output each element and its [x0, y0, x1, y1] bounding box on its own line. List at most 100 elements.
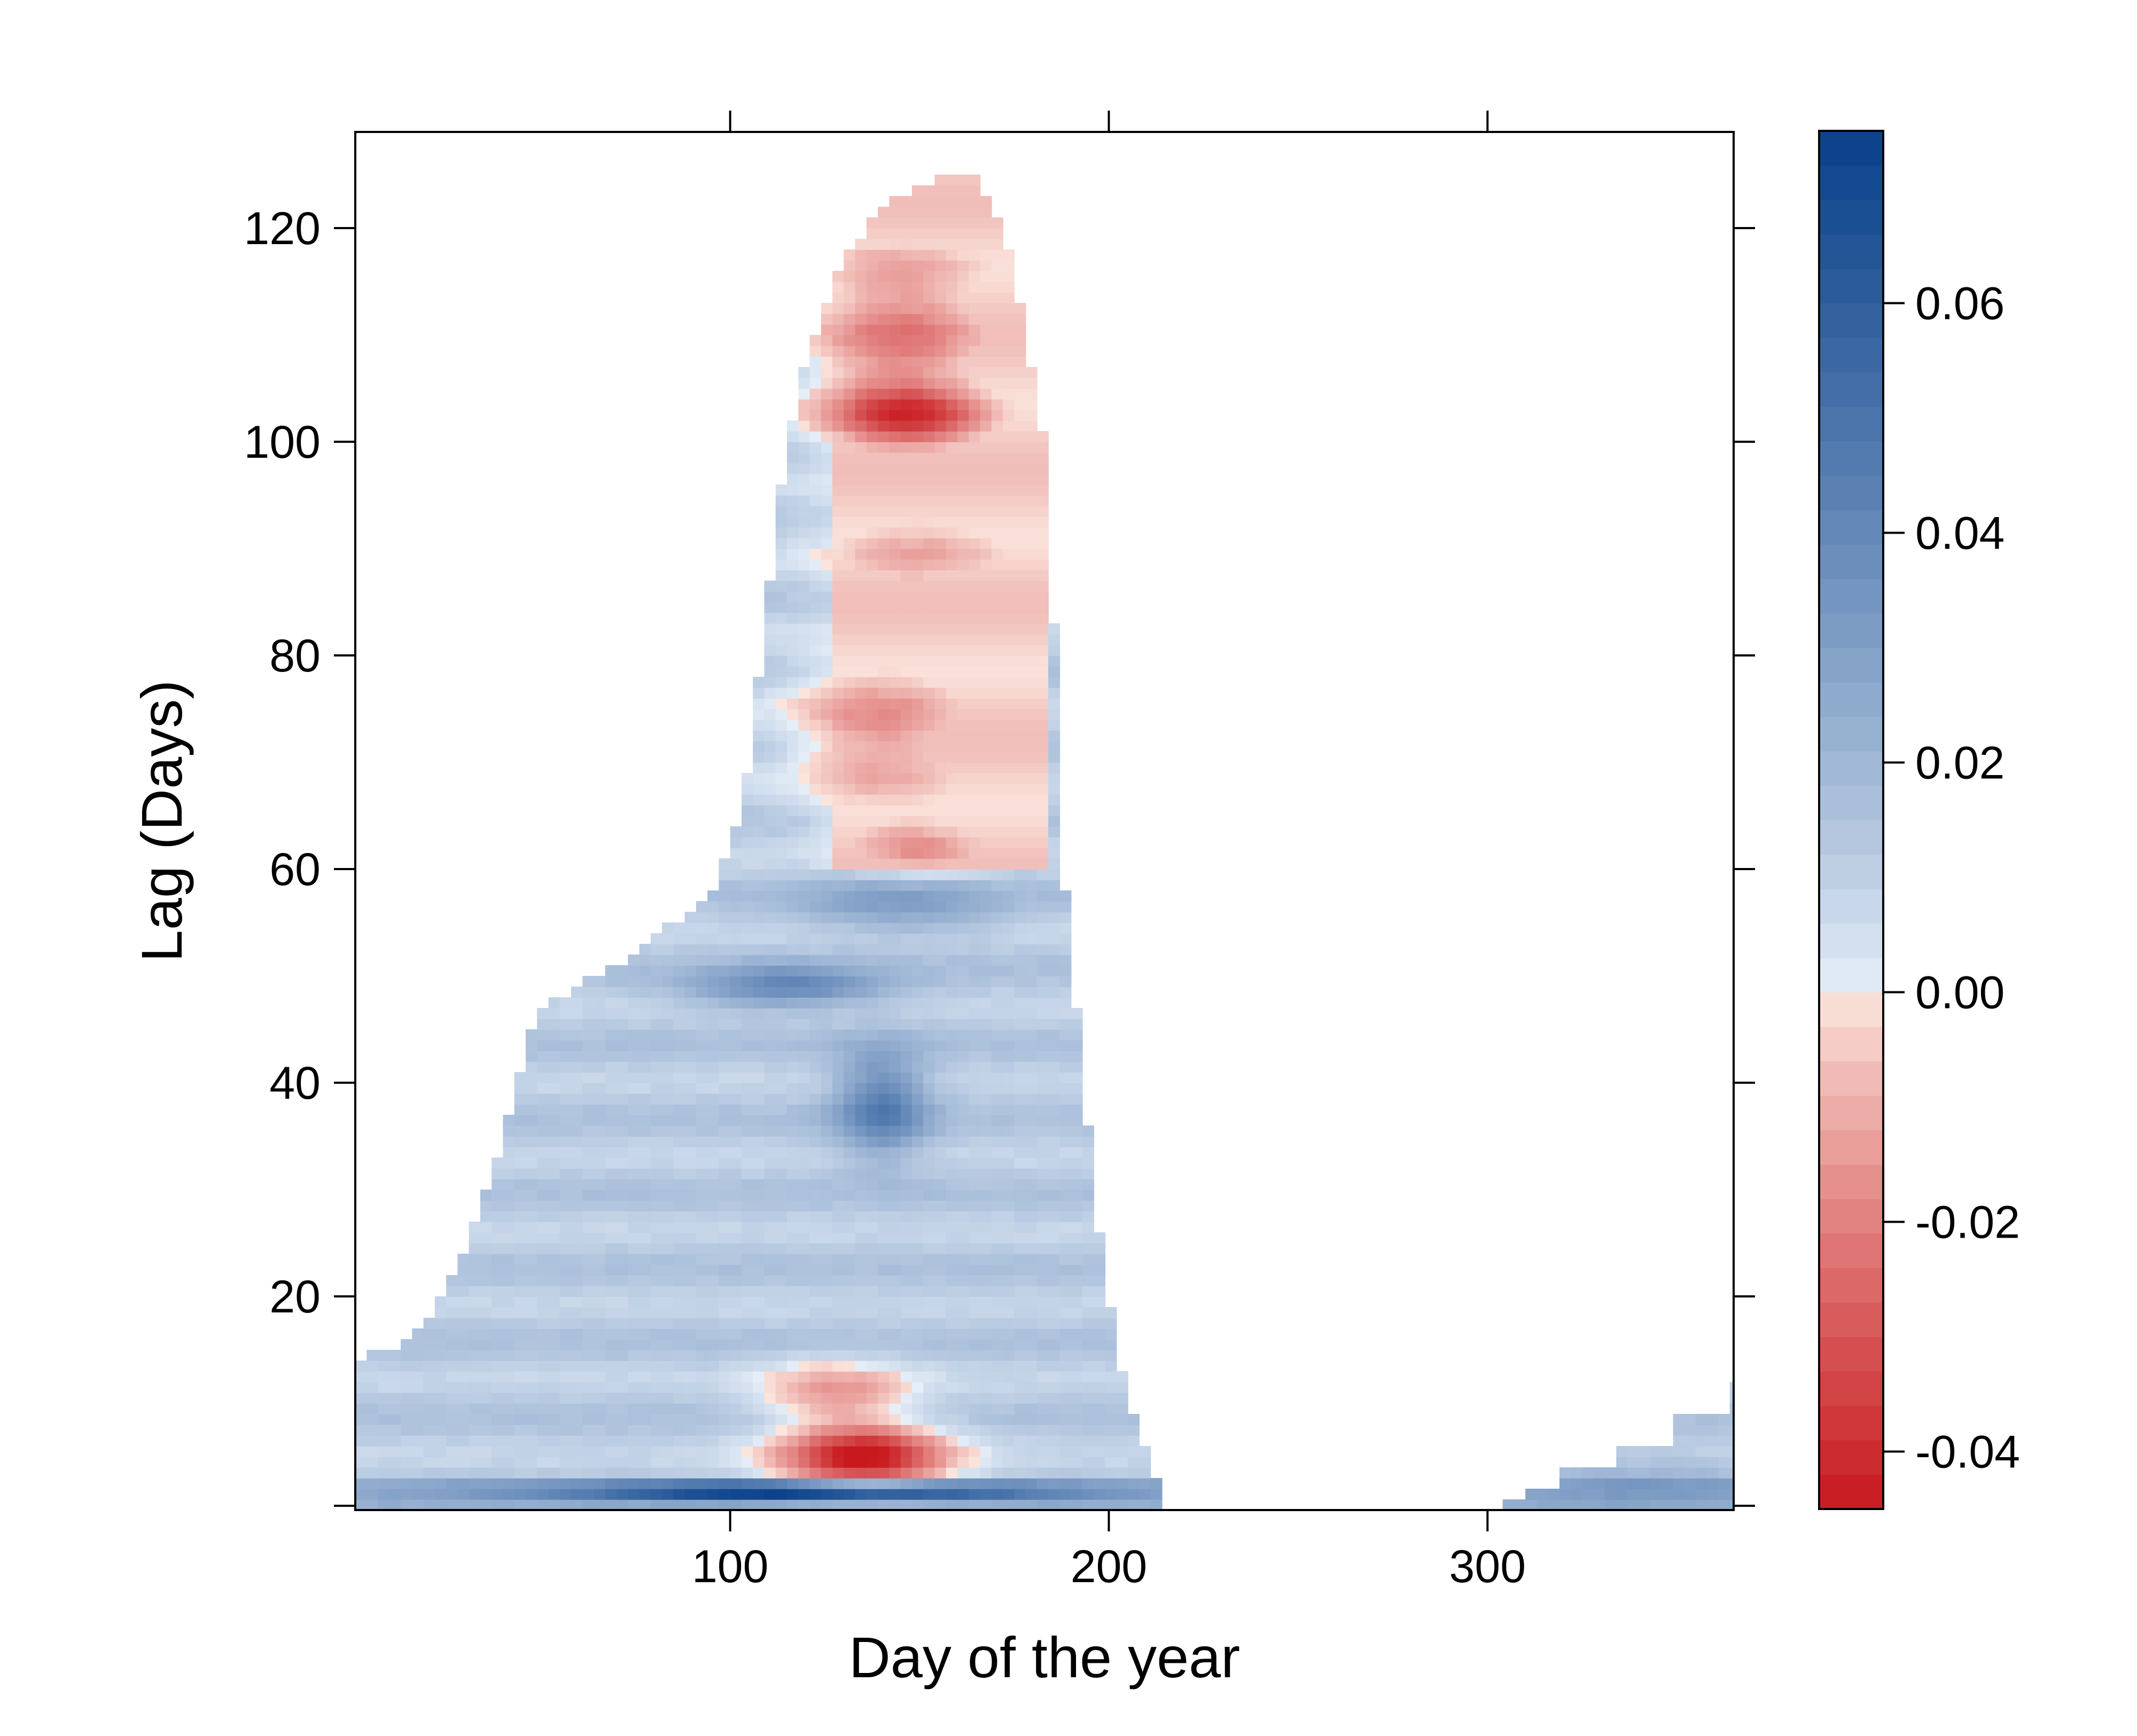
heatmap-cell — [594, 1478, 606, 1489]
heatmap-cell — [923, 399, 935, 410]
heatmap-cell — [1048, 720, 1060, 731]
heatmap-cell — [480, 1425, 492, 1436]
heatmap-cell — [775, 1211, 787, 1222]
heatmap-cell — [946, 901, 958, 912]
heatmap-cell — [775, 987, 787, 998]
heatmap-cell — [628, 1478, 640, 1489]
heatmap-cell — [696, 1051, 708, 1062]
heatmap-cell — [889, 912, 901, 923]
heatmap-cell — [1014, 431, 1026, 442]
heatmap-cell — [423, 1414, 435, 1425]
heatmap-cell — [1729, 1489, 1734, 1500]
heatmap-cell — [775, 869, 787, 880]
heatmap-cell — [957, 1104, 970, 1115]
heatmap-cell — [866, 474, 878, 485]
heatmap-cell — [991, 826, 1003, 838]
heatmap-cell — [1048, 698, 1060, 709]
heatmap-cell — [787, 965, 799, 976]
heatmap-cell — [991, 549, 1003, 560]
heatmap-cell — [900, 1393, 912, 1404]
heatmap-cell — [969, 816, 981, 827]
heatmap-cell — [1036, 826, 1049, 838]
heatmap-cell — [855, 976, 867, 987]
heatmap-cell — [855, 303, 867, 314]
heatmap-cell — [889, 1339, 901, 1350]
heatmap-cell — [969, 784, 981, 795]
heatmap-cell — [1127, 1446, 1140, 1457]
heatmap-cell — [719, 1072, 731, 1083]
heatmap-cell — [730, 1478, 742, 1489]
heatmap-cell — [378, 1425, 390, 1436]
heatmap-cell — [866, 1307, 878, 1318]
heatmap-cell — [764, 1232, 776, 1244]
colorbar-swatch — [1819, 820, 1883, 855]
heatmap-cell — [923, 314, 935, 325]
heatmap-cell — [787, 987, 799, 998]
heatmap-cell — [1025, 1222, 1038, 1233]
heatmap-cell — [582, 1264, 595, 1276]
heatmap-cell — [401, 1414, 413, 1425]
heatmap-cell — [1094, 1360, 1106, 1372]
heatmap-cell — [628, 1040, 640, 1051]
heatmap-cell — [821, 378, 833, 389]
heatmap-cell — [866, 655, 878, 667]
heatmap-cell — [821, 442, 833, 453]
heatmap-cell — [878, 826, 890, 838]
heatmap-cell — [446, 1296, 458, 1308]
heatmap-cell — [684, 1125, 697, 1137]
heatmap-cell — [923, 1072, 935, 1083]
heatmap-cell — [594, 1083, 606, 1094]
heatmap-cell — [594, 1499, 606, 1510]
colorbar-swatch — [1819, 1405, 1883, 1441]
heatmap-cell — [911, 1393, 924, 1404]
heatmap-cell — [934, 581, 947, 592]
heatmap-cell — [957, 1489, 970, 1500]
heatmap-cell — [719, 1275, 731, 1286]
heatmap-cell — [889, 762, 901, 773]
heatmap-cell — [469, 1382, 481, 1393]
heatmap-cell — [900, 1275, 912, 1286]
heatmap-cell — [526, 1222, 538, 1233]
heatmap-cell — [764, 1243, 776, 1254]
heatmap-cell — [1593, 1489, 1605, 1500]
heatmap-cell — [878, 1190, 890, 1201]
heatmap-cell — [753, 869, 765, 880]
heatmap-cell — [980, 1264, 992, 1276]
heatmap-cell — [730, 1425, 742, 1436]
heatmap-cell — [991, 1264, 1003, 1276]
heatmap-cell — [559, 1371, 572, 1382]
heatmap-cell — [1003, 1008, 1015, 1019]
heatmap-cell — [878, 1382, 890, 1393]
heatmap-cell — [855, 698, 867, 709]
heatmap-cell — [684, 1296, 697, 1308]
heatmap-cell — [969, 890, 981, 902]
heatmap-cell — [469, 1435, 481, 1446]
heatmap-cell — [514, 1254, 526, 1265]
heatmap-cell — [980, 1435, 992, 1446]
heatmap-cell — [900, 1414, 912, 1425]
heatmap-cell — [1094, 1489, 1106, 1500]
heatmap-cell — [514, 1339, 526, 1350]
heatmap-cell — [1036, 869, 1049, 880]
heatmap-cell — [855, 1029, 867, 1041]
heatmap-cell — [911, 410, 924, 421]
heatmap-cell — [832, 1061, 845, 1073]
heatmap-cell — [605, 987, 617, 998]
heatmap-cell — [548, 1072, 560, 1083]
heatmap-cell — [889, 1254, 901, 1265]
heatmap-cell — [1036, 634, 1049, 645]
heatmap-cell — [923, 1136, 935, 1147]
heatmap-cell — [764, 720, 776, 731]
heatmap-cell — [628, 1360, 640, 1372]
heatmap-cell — [821, 314, 833, 325]
heatmap-cell — [957, 848, 970, 859]
heatmap-cell — [911, 933, 924, 944]
heatmap-cell — [969, 196, 981, 207]
heatmap-cell — [764, 1478, 776, 1489]
heatmap-cell — [696, 1339, 708, 1350]
heatmap-cell — [889, 559, 901, 570]
heatmap-cell — [753, 1179, 765, 1190]
heatmap-cell — [911, 1435, 924, 1446]
heatmap-cell — [594, 1051, 606, 1062]
heatmap-cell — [1036, 1296, 1049, 1308]
